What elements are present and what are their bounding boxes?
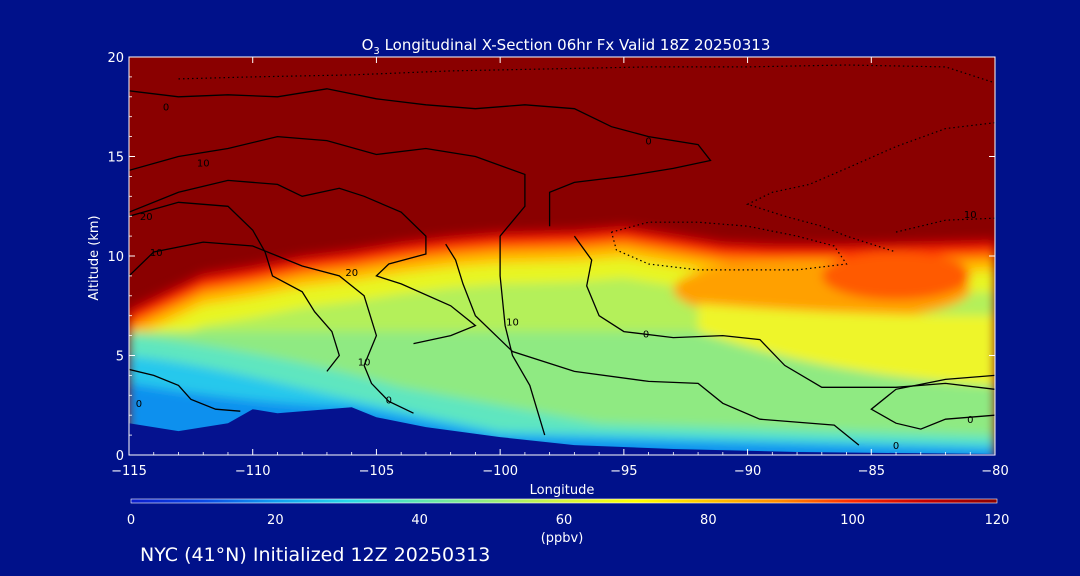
x-tick-label-2: −105: [359, 464, 395, 479]
contour-label-7: 0: [386, 395, 392, 406]
y-axis: 0 5 10 15 20: [107, 51, 995, 464]
x-tick-label-4: −95: [610, 464, 637, 479]
plot-area: 0 10 20 10 20 10 10 0 0 0 0 10 0 0: [129, 57, 995, 455]
title-suffix: Longitudinal X-Section 06hr Fx Valid 18Z…: [380, 36, 771, 54]
contour-line-inner-west: [129, 201, 341, 372]
contour-label-4: 20: [345, 268, 358, 279]
x-axis-label: Longitude: [530, 483, 595, 498]
y-tick-label-1: 5: [116, 350, 124, 365]
contour-line-near-surface-west: [129, 368, 241, 412]
contour-lines: [129, 64, 995, 446]
y-tick-label-4: 20: [107, 51, 124, 66]
x-tick-label-0: −115: [111, 464, 147, 479]
field-feature-yellow: [698, 303, 995, 386]
contour-label-8: 0: [136, 399, 142, 410]
contour-label-0: 0: [163, 103, 169, 114]
contour-line-mid-2: [445, 243, 860, 446]
colorbar-tick-label-5: 100: [840, 513, 865, 528]
contour-line-mid-1: [573, 235, 995, 390]
colorbar-tick-label-1: 20: [267, 513, 284, 528]
x-tick-label-3: −100: [482, 464, 518, 479]
terrain-surface: [129, 407, 995, 455]
y-tick-label-2: 10: [107, 250, 124, 265]
colorbar: [130, 498, 998, 504]
contour-line-10-upper: [129, 135, 546, 436]
y-axis-label: Altitude (km): [87, 215, 102, 300]
colorbar-tick-label-3: 60: [556, 513, 573, 528]
contour-dotted-right: [745, 122, 995, 253]
contour-dotted-far-east: [895, 217, 995, 233]
x-tick-label-6: −85: [858, 464, 885, 479]
y-tick-label-3: 15: [107, 151, 124, 166]
contour-label-3: 10: [150, 248, 163, 259]
title-subscript: 3: [373, 46, 379, 57]
contour-label-5: 10: [506, 318, 519, 329]
contour-line-east-0: [870, 374, 995, 430]
contour-label-9: 0: [645, 137, 651, 148]
contour-label-1: 10: [197, 158, 210, 169]
contour-line-0-upper: [129, 88, 712, 227]
contour-label-10: 0: [643, 330, 649, 341]
x-tick-label-1: −110: [235, 464, 271, 479]
colorbar-tick-label-6: 120: [985, 513, 1010, 528]
colorbar-tick-label-4: 80: [700, 513, 717, 528]
field-feature-red: [821, 252, 971, 300]
y-tick-label-0: 0: [116, 449, 124, 464]
contour-label-13: 0: [893, 441, 899, 452]
contour-label-11: 10: [964, 210, 977, 221]
colorbar-tick-label-0: 0: [127, 513, 135, 528]
initialization-label: NYC (41°N) Initialized 12Z 20250313: [140, 544, 490, 566]
contour-dotted-loop: [610, 221, 848, 271]
chart-title: O3 Longitudinal X-Section 06hr Fx Valid …: [362, 36, 771, 57]
contour-label-2: 20: [140, 212, 153, 223]
x-tick-label-5: −90: [734, 464, 761, 479]
contour-labels: 0 10 20 10 20 10 10 0 0 0 0 10 0 0: [136, 103, 977, 452]
contour-label-12: 0: [967, 415, 973, 426]
x-tick-label-7: −80: [981, 464, 1008, 479]
contour-line-20-west: [129, 179, 477, 345]
colorbar-ticks: 0 20 40 60 80 100 120: [127, 513, 1010, 528]
title-prefix: O: [362, 36, 374, 54]
colorbar-tick-label-2: 40: [411, 513, 428, 528]
contour-line-10-west: [129, 241, 414, 414]
colorbar-units: (ppbv): [541, 531, 584, 546]
contour-label-6: 10: [358, 357, 371, 368]
x-axis: −115 −110 −105 −100 −95 −90 −85 −80: [111, 57, 1009, 479]
